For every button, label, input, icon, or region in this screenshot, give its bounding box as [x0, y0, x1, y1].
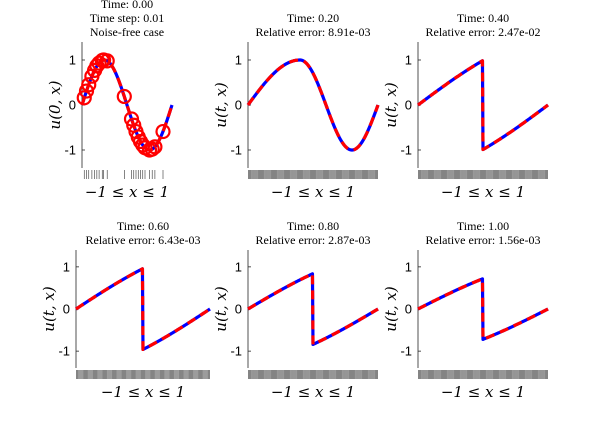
x-axis-label: −1 ≤ x ≤ 1: [441, 383, 525, 401]
training-point: [76, 90, 92, 106]
y-axis-label: u(t, x): [212, 286, 230, 332]
chart-title-line: Noise-free case: [90, 25, 164, 39]
y-tick-label: 1: [235, 53, 242, 68]
x-axis-label: −1 ≤ x ≤ 1: [441, 183, 525, 201]
training-point: [155, 123, 171, 140]
y-tick-label: 1: [235, 259, 242, 274]
y-tick-label: 0: [69, 98, 76, 113]
training-point: [147, 139, 163, 155]
training-point: [99, 53, 115, 69]
chart-title-line: Time: 1.00: [457, 219, 509, 233]
y-tick-label: 0: [405, 302, 412, 317]
y-tick-label: -1: [58, 344, 70, 359]
x-axis-label: −1 ≤ x ≤ 1: [101, 383, 185, 401]
chart-title-line: Relative error: 2.47e-02: [426, 25, 541, 39]
y-tick-label: -1: [230, 143, 242, 158]
y-tick-label: 1: [405, 259, 412, 274]
y-tick-label: -1: [64, 143, 76, 158]
y-tick-label: 1: [69, 53, 76, 68]
chart-title-line: Time: 0.00: [101, 0, 153, 11]
chart-title-line: Time: 0.60: [117, 219, 169, 233]
training-point: [144, 141, 160, 157]
exact-solution-line: [416, 277, 550, 341]
y-tick-label: -1: [400, 143, 412, 158]
prediction-line: [246, 58, 380, 152]
chart-title-line: Relative error: 2.87e-03: [256, 233, 371, 247]
chart-title-line: Time step: 0.01: [90, 11, 165, 25]
x-axis-label: −1 ≤ x ≤ 1: [271, 383, 355, 401]
chart-title-line: Time: 0.20: [287, 11, 339, 25]
chart-title-line: Relative error: 8.91e-03: [256, 25, 371, 39]
y-axis-label: u(t, x): [212, 82, 230, 128]
exact-solution-line: [246, 272, 380, 346]
y-tick-label: 0: [235, 302, 242, 317]
y-tick-label: 0: [63, 302, 70, 317]
y-axis-label: u(t, x): [382, 82, 400, 128]
chart-title-line: Time: 0.40: [457, 11, 509, 25]
training-point: [81, 77, 97, 93]
y-axis-label: u(t, x): [382, 286, 400, 332]
prediction-line: [74, 267, 212, 352]
y-tick-label: 1: [63, 259, 70, 274]
prediction-line: [416, 59, 550, 152]
chart-title-line: Relative error: 1.56e-03: [426, 233, 541, 247]
x-axis-label: −1 ≤ x ≤ 1: [271, 183, 355, 201]
chart-title-line: Relative error: 6.43e-03: [86, 233, 201, 247]
y-tick-label: 0: [405, 98, 412, 113]
y-tick-label: -1: [400, 344, 412, 359]
training-point: [116, 88, 132, 105]
y-axis-label: u(t, x): [40, 286, 58, 332]
y-tick-label: 0: [235, 98, 242, 113]
y-axis-label: u(0, x): [46, 80, 64, 129]
y-tick-label: -1: [230, 344, 242, 359]
x-axis-label: −1 ≤ x ≤ 1: [85, 183, 169, 201]
y-tick-label: 1: [405, 53, 412, 68]
chart-title-line: Time: 0.80: [287, 219, 339, 233]
